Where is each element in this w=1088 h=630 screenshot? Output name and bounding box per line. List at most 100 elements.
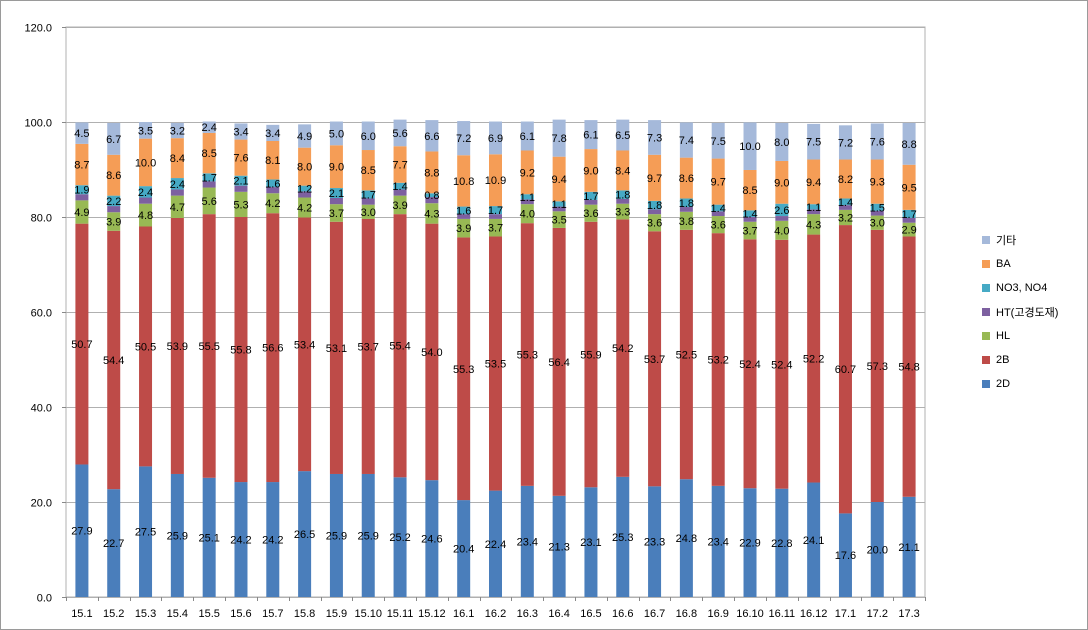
bar-segment [775, 160, 789, 204]
x-tick-label: 15.6 [230, 608, 251, 620]
legend-item: 기타 [982, 233, 1016, 247]
data-label: 2.6 [774, 205, 789, 217]
bar-segment [489, 206, 502, 215]
legend-label: BA [996, 258, 1011, 270]
bar-segment [170, 473, 184, 597]
bar-segment [870, 502, 884, 597]
legend-swatch [982, 356, 990, 364]
x-tick-label: 16.4 [548, 608, 569, 620]
data-label: 7.2 [456, 133, 471, 145]
data-label: 54.8 [898, 362, 919, 374]
data-label: 1.4 [838, 197, 853, 209]
bar-segment [648, 200, 662, 210]
bar-segment [743, 217, 757, 222]
data-label: 21.3 [548, 541, 569, 553]
bar-segment [648, 214, 662, 232]
bar-segment [807, 214, 821, 235]
legend-swatch [982, 332, 990, 340]
data-label: 27.5 [135, 527, 156, 539]
bar-segment [711, 233, 725, 486]
bar-segment [457, 237, 471, 501]
bar-segment [75, 185, 89, 195]
x-tick-label: 17.3 [898, 608, 919, 620]
bar-segment [298, 197, 312, 218]
bar-segment [902, 496, 916, 597]
data-label: 1.2 [297, 184, 312, 196]
data-label: 7.5 [806, 137, 821, 149]
data-label: 25.9 [326, 530, 347, 542]
bar-segment [584, 120, 598, 150]
data-label: 23.4 [517, 536, 538, 548]
data-label: 50.7 [71, 339, 92, 351]
data-label: 25.1 [198, 532, 219, 544]
data-label: 9.5 [901, 182, 916, 194]
bar-segment [838, 125, 852, 160]
legend-swatch [982, 380, 990, 388]
data-label: 4.9 [297, 131, 312, 143]
bar-segment [266, 193, 280, 214]
bar-segment [552, 156, 566, 202]
bar-segment [425, 120, 439, 152]
bar-segment [902, 122, 916, 165]
data-label: 55.8 [230, 345, 251, 357]
bar-segment [202, 214, 216, 478]
bar-segment [202, 121, 216, 133]
bar-segment [520, 204, 534, 224]
bar-segment [75, 200, 89, 224]
bar-segment [361, 190, 375, 199]
data-label: 25.9 [358, 530, 379, 542]
x-tick-label: 15.10 [354, 608, 382, 620]
data-label: 8.4 [170, 153, 185, 165]
legend-item: 2D [982, 377, 1010, 391]
bar-segment [393, 189, 407, 196]
x-tick-label: 16.3 [517, 608, 538, 620]
data-label: 4.7 [170, 202, 185, 214]
bar-segment [584, 149, 598, 192]
data-label: 10.0 [739, 141, 760, 153]
bar-segment [107, 122, 121, 155]
data-label: 3.4 [265, 128, 280, 140]
x-tick-label: 15.12 [418, 608, 446, 620]
data-label: 1.7 [488, 205, 503, 217]
x-tick-label: 15.3 [135, 608, 156, 620]
data-label: 2.1 [233, 176, 248, 188]
data-label: 54.0 [421, 347, 442, 359]
data-label: 7.6 [870, 136, 885, 148]
data-label: 56.4 [548, 357, 569, 369]
bar-segment [329, 221, 343, 474]
data-label: 17.6 [835, 550, 856, 562]
data-label: 52.5 [676, 350, 697, 362]
bar-segment [743, 239, 757, 489]
legend-item: HT(고경도재) [982, 305, 1058, 319]
bar-segment [393, 195, 407, 215]
data-label: 8.5 [361, 165, 376, 177]
bar-segment [234, 482, 248, 597]
data-label: 4.2 [265, 198, 280, 210]
data-label: 3.2 [170, 126, 185, 138]
bar-segment [107, 206, 121, 213]
bar-segment [489, 218, 502, 237]
data-label: 4.0 [774, 225, 789, 237]
bar-segment [170, 178, 184, 190]
bar-segment [457, 218, 471, 238]
bar-segment [711, 485, 725, 597]
bar-segment [457, 206, 471, 215]
data-label: 24.2 [262, 535, 283, 547]
bar-segment [361, 150, 375, 191]
data-label: 8.0 [774, 137, 789, 149]
bar-segment [457, 214, 471, 219]
data-label: 1.1 [551, 199, 566, 211]
data-label: 3.5 [138, 125, 153, 137]
legend-item: NO3, NO4 [982, 281, 1047, 295]
bar-segment [202, 477, 216, 597]
data-label: 1.4 [711, 203, 726, 215]
bar-segment [107, 489, 121, 597]
bar-segment [75, 194, 89, 201]
data-label: 8.6 [679, 173, 694, 185]
data-label: 22.4 [485, 539, 506, 551]
data-label: 3.3 [615, 207, 630, 219]
bar-segment [743, 221, 757, 240]
bar-segment [520, 223, 534, 486]
legend-label: 기타 [996, 235, 1017, 247]
bar-segment [425, 203, 439, 224]
